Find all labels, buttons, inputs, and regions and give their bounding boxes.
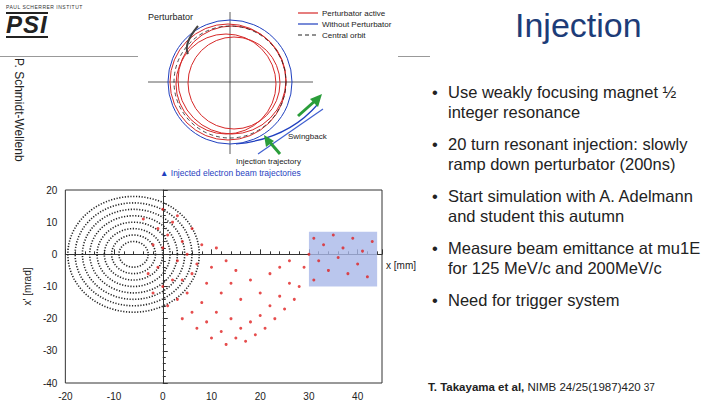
html-text:PSI: PSI	[6, 11, 48, 38]
svg-text:x' [mrad]: x' [mrad]	[22, 267, 33, 305]
svg-text:Swingback: Swingback	[288, 132, 328, 141]
svg-text:20: 20	[255, 391, 267, 402]
svg-text:-30: -30	[43, 345, 58, 356]
html-text:PAUL SCHERRER INSTITUT: PAUL SCHERRER INSTITUT	[6, 4, 83, 10]
html-text:Need for trigger system: Need for trigger system	[448, 291, 620, 309]
html-text:P. Schmidt-Wellenb: P. Schmidt-Wellenb	[12, 58, 26, 162]
svg-text:20: 20	[46, 185, 58, 196]
svg-text:Injection trajectory: Injection trajectory	[236, 157, 301, 166]
svg-text:0: 0	[52, 249, 58, 260]
svg-text:Without Perturbator: Without Perturbator	[322, 20, 392, 29]
svg-text:-20: -20	[58, 391, 73, 402]
svg-text:0: 0	[160, 391, 166, 402]
html-text:Injection: Injection	[515, 6, 642, 44]
svg-text:10: 10	[206, 391, 218, 402]
html-text:Start simulation with A. Adelm: Start simulation with A. Adelmann and st…	[448, 187, 693, 225]
svg-text:10: 10	[46, 217, 58, 228]
svg-text:-40: -40	[43, 378, 58, 389]
html-text:Use weakly focusing magnet ½ i: Use weakly focusing magnet ½ integer res…	[448, 83, 677, 121]
svg-text:-20: -20	[43, 313, 58, 324]
html-text:Measure beam emittance at mu1E: Measure beam emittance at mu1E for 125 M…	[448, 239, 701, 277]
html-text:20 turn resonant injection: sl: 20 turn resonant injection: slowly ramp …	[448, 135, 688, 173]
svg-text:-10: -10	[43, 281, 58, 292]
svg-text:Perturbator: Perturbator	[148, 12, 193, 22]
svg-text:40: 40	[352, 391, 364, 402]
svg-text:Central orbit: Central orbit	[322, 31, 366, 40]
svg-text:-10: -10	[107, 391, 122, 402]
svg-text:30: 30	[303, 391, 315, 402]
svg-text:▲ Injected electron beam traje: ▲ Injected electron beam trajectories	[160, 168, 301, 178]
svg-text:Perturbator active: Perturbator active	[322, 9, 386, 18]
html-text:T. Takayama et al, NIMB 24/25(: T. Takayama et al, NIMB 24/25(1987)420 3…	[428, 381, 655, 393]
svg-text:x [mm]: x [mm]	[386, 260, 416, 271]
